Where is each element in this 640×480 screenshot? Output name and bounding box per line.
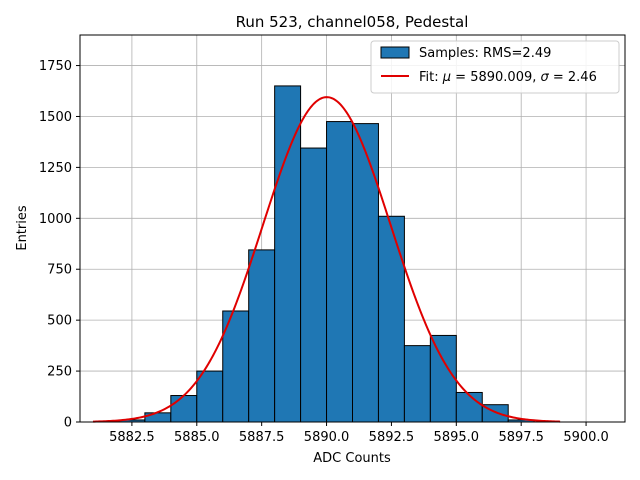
histogram-bar bbox=[144, 412, 172, 423]
histogram-bar bbox=[274, 85, 302, 423]
x-tick-label: 5900.0 bbox=[563, 430, 609, 445]
x-tick-label: 5882.5 bbox=[109, 430, 155, 445]
x-tick-label: 5887.5 bbox=[239, 430, 285, 445]
fit-curve-layer bbox=[92, 96, 561, 423]
y-tick-label: 0 bbox=[64, 416, 72, 431]
x-tick-label: 5885.0 bbox=[174, 430, 220, 445]
histogram-bar bbox=[377, 215, 405, 423]
histogram-bar bbox=[403, 345, 431, 423]
y-tick-label: 250 bbox=[47, 365, 72, 380]
legend-mu-symbol: μ bbox=[442, 70, 451, 85]
legend-sigma-symbol: σ bbox=[541, 70, 550, 85]
histogram-bar bbox=[196, 370, 224, 423]
legend-mu-value: = 5890.009, bbox=[451, 70, 540, 85]
x-tick-label: 5892.5 bbox=[369, 430, 415, 445]
histogram-bar bbox=[170, 395, 198, 423]
x-axis-ticks: 5882.5 5885.0 5887.5 5890.0 5892.5 5895.0 5897… bbox=[109, 422, 609, 445]
chart-title: Run 523, channel058, Pedestal bbox=[236, 13, 469, 31]
histogram-bar bbox=[300, 147, 328, 423]
y-axis-label: Entries bbox=[15, 205, 30, 251]
legend-fit-prefix: Fit: bbox=[419, 70, 443, 85]
legend: Samples: RMS=2.49 Fit: μ = 5890.009, σ =… bbox=[370, 40, 620, 94]
y-tick-label: 1250 bbox=[39, 161, 72, 176]
plot-frame bbox=[79, 34, 626, 423]
histogram-bars bbox=[118, 85, 535, 423]
legend-sigma-value: = 2.46 bbox=[549, 70, 597, 85]
x-axis-label: ADC Counts bbox=[313, 451, 391, 466]
x-tick-label: 5895.0 bbox=[434, 430, 480, 445]
legend-samples-label: Samples: RMS=2.49 bbox=[419, 46, 551, 61]
y-axis-ticks: 0 250 500 750 1000 1250 1500 1750 bbox=[39, 59, 80, 431]
histogram-bar bbox=[248, 249, 276, 423]
histogram-bar bbox=[352, 123, 379, 423]
x-tick-label: 5890.0 bbox=[304, 430, 350, 445]
y-tick-label: 1000 bbox=[39, 212, 72, 227]
y-tick-label: 500 bbox=[47, 314, 72, 329]
y-tick-label: 1500 bbox=[39, 110, 72, 125]
x-tick-label: 5897.5 bbox=[498, 430, 544, 445]
legend-box bbox=[370, 40, 620, 94]
y-tick-label: 1750 bbox=[39, 59, 72, 74]
histogram-bar bbox=[455, 391, 483, 423]
y-tick-label: 750 bbox=[47, 263, 72, 278]
legend-samples-swatch bbox=[380, 46, 410, 59]
histogram-bar bbox=[429, 334, 457, 423]
fit-curve bbox=[92, 96, 561, 423]
histogram-bar bbox=[326, 121, 353, 423]
legend-fit-label: Fit: μ = 5890.009, σ = 2.46 bbox=[419, 70, 597, 85]
